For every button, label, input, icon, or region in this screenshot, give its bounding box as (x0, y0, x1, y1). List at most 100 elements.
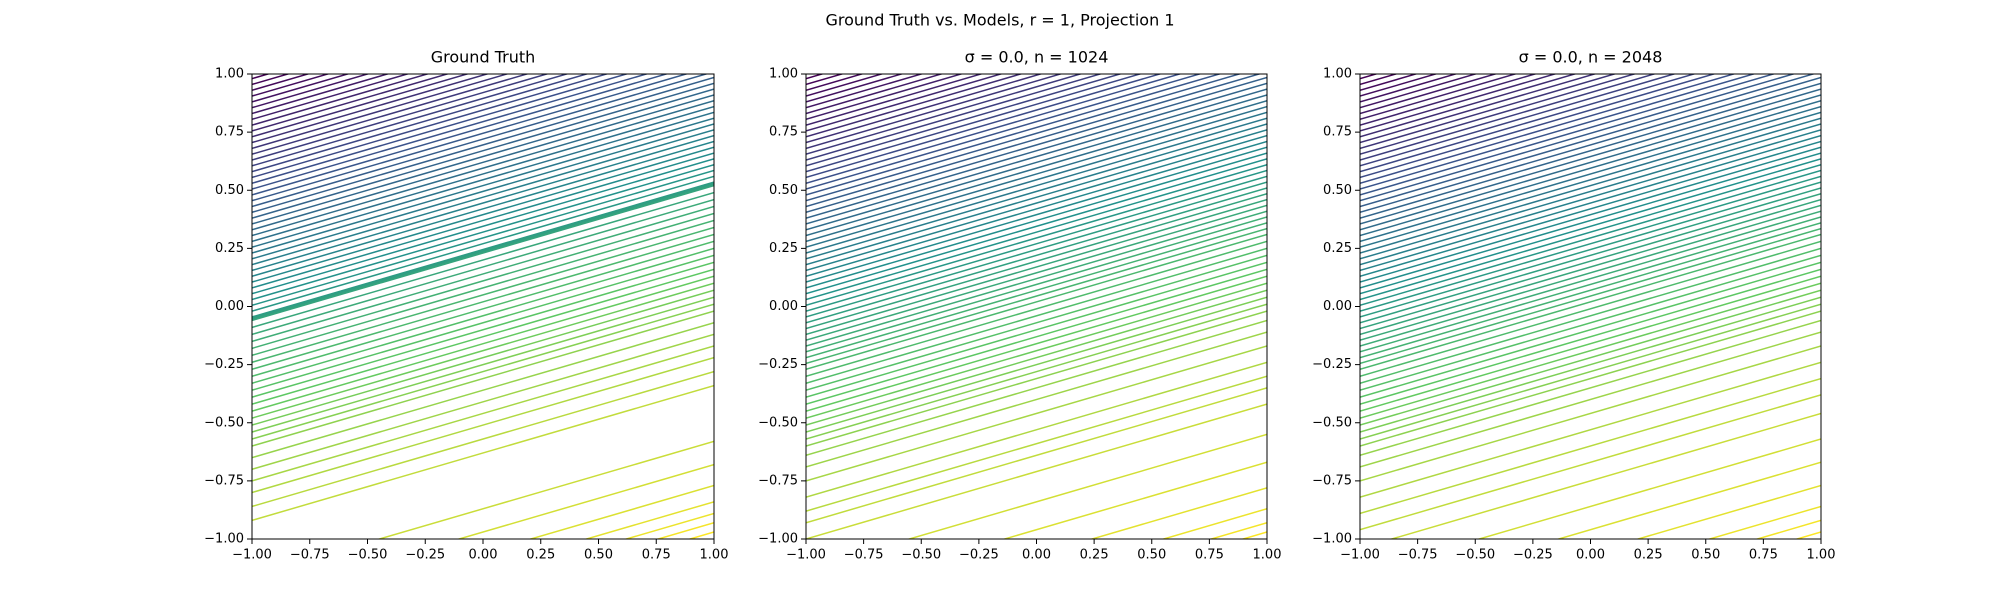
y-tick-label: −0.25 (1312, 357, 1352, 372)
x-tick-label: 0.75 (1749, 548, 1778, 563)
contour-line (1360, 88, 1821, 225)
contour-lines (252, 74, 714, 539)
contour-line (806, 74, 1004, 132)
y-tick-label: 0.25 (215, 241, 244, 256)
contour-line (252, 384, 714, 522)
contour-line (1360, 105, 1821, 243)
contour-line (1360, 247, 1821, 384)
contour-line (252, 152, 714, 289)
contour-line (456, 463, 714, 539)
x-tick-label: 0.50 (584, 548, 613, 563)
contour-line (806, 198, 1267, 336)
contour-line (806, 163, 1267, 301)
x-tick-label: 0.75 (642, 548, 671, 563)
contour-line (1707, 505, 1821, 539)
contour-line (806, 105, 1267, 243)
contour-line (806, 74, 1262, 208)
contour-lines (806, 74, 1267, 539)
contour-line (1360, 289, 1821, 426)
x-tick-label: −0.25 (405, 548, 445, 563)
y-tick-label: 0.50 (769, 183, 798, 198)
contour-line (252, 74, 351, 103)
contour-line (1360, 254, 1821, 391)
contour-line (806, 210, 1267, 347)
contour-line (1360, 227, 1821, 365)
contour-line (252, 146, 714, 283)
contour-line (806, 261, 1267, 398)
contour-line (252, 289, 714, 426)
contour-line (806, 129, 1267, 266)
contour-line (252, 191, 714, 329)
contour-line (806, 123, 1267, 260)
contour-line (806, 152, 1267, 289)
contour-line (252, 74, 430, 126)
contour-line (1360, 74, 1538, 126)
contour-line (806, 74, 964, 121)
x-tick-label: −0.25 (959, 548, 999, 563)
x-tick-label: −0.50 (1455, 548, 1495, 563)
contour-line (806, 233, 1267, 370)
contour-line (252, 74, 470, 138)
contour-line (1360, 123, 1821, 260)
contour-line (1360, 296, 1821, 433)
contour-line (1360, 216, 1821, 353)
contour-line (528, 484, 714, 539)
x-tick-label: 0.25 (1080, 548, 1109, 563)
contour-line (252, 205, 714, 343)
contour-line (252, 296, 714, 433)
contour-line (806, 181, 1267, 318)
contour-line (1360, 76, 1821, 214)
contour-line (1360, 331, 1821, 468)
contour-line (252, 275, 714, 412)
contour-line (1360, 74, 1637, 155)
y-tick-label: 0.00 (769, 299, 798, 314)
contour-line (376, 440, 714, 539)
contour-line (1360, 74, 1816, 208)
contour-line (252, 105, 714, 243)
contour-line (252, 74, 371, 109)
x-tick-label: −0.75 (1398, 548, 1438, 563)
contour-line (252, 226, 714, 364)
contour-line (252, 184, 714, 322)
contour-line (1360, 169, 1821, 307)
y-tick-label: −0.25 (758, 357, 798, 372)
contour-line (583, 501, 714, 539)
panel-title: σ = 0.0, n = 1024 (965, 48, 1109, 67)
contour-line (252, 74, 510, 150)
contour-line (1360, 377, 1821, 515)
y-tick-label: 0.25 (1323, 241, 1352, 256)
contour-line (252, 117, 714, 254)
contour-line (1360, 319, 1821, 457)
contour-line (1360, 187, 1821, 324)
contour-line (806, 76, 1267, 214)
y-tick-label: 1.00 (1323, 67, 1352, 82)
contour-line (806, 268, 1267, 405)
contour-line (1476, 438, 1821, 539)
contour-line (252, 74, 570, 167)
contour-line (252, 356, 714, 494)
y-tick-label: 1.00 (215, 67, 244, 82)
y-tick-label: 1.00 (769, 67, 798, 82)
contour-line (806, 331, 1267, 468)
contour-line (252, 247, 714, 384)
contour-line (252, 198, 714, 336)
contour-line (1360, 175, 1821, 312)
contour-line (1360, 74, 1776, 196)
contour-line (1360, 140, 1821, 277)
contour-line (1360, 303, 1821, 440)
contour-line (906, 433, 1267, 539)
contour-line (806, 375, 1267, 512)
contour-line (252, 74, 689, 202)
contour-line (252, 111, 714, 248)
y-tick-label: 0.25 (769, 241, 798, 256)
x-tick-label: 0.25 (526, 548, 555, 563)
contour-line (1360, 268, 1821, 405)
contour-line (1360, 198, 1821, 336)
contour-line (1360, 74, 1558, 132)
contour-line (806, 227, 1267, 365)
contour-line (1360, 146, 1821, 283)
x-tick-label: −1.00 (1340, 548, 1380, 563)
contour-line (806, 289, 1267, 426)
y-tick-label: 0.75 (215, 125, 244, 140)
contour-line (806, 74, 1222, 196)
